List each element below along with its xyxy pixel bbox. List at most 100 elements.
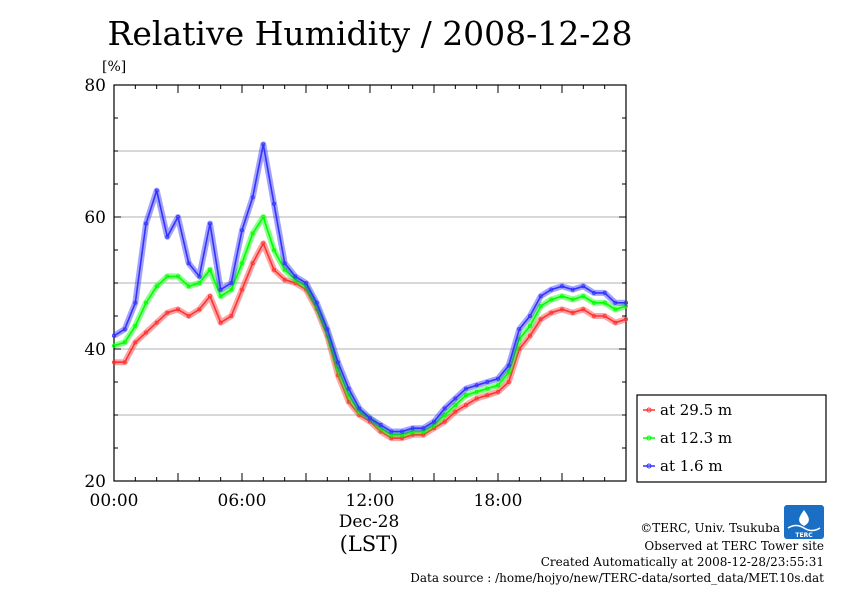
data-point [357,406,362,411]
data-point [261,241,266,246]
data-point [560,307,565,312]
data-point [485,386,490,391]
data-point [463,386,468,391]
data-point [122,327,127,332]
data-point [239,228,244,233]
data-point [122,360,127,365]
y-tick-labels: 20 40 60 80 [84,76,106,492]
data-point [197,280,202,285]
legend-label: at 1.6 m [660,457,723,475]
water-drop-icon [799,510,809,526]
data-point [431,419,436,424]
data-point [186,261,191,266]
data-point [335,373,340,378]
data-point [175,214,180,219]
y-tick-label: 20 [84,472,106,492]
data-point [229,287,234,292]
data-point [463,403,468,408]
y-tick-label: 60 [84,208,106,228]
data-point [581,307,586,312]
data-point [421,426,426,431]
data-point [538,304,543,309]
data-point [506,370,511,375]
data-point [485,379,490,384]
data-point [560,284,565,289]
data-point [602,313,607,318]
data-point [442,406,447,411]
x-tick-label: 06:00 [218,491,267,511]
data-point [506,363,511,368]
data-point [197,307,202,312]
series-band [114,240,627,442]
data-point [261,142,266,147]
data-point [207,267,212,272]
data-point [495,383,500,388]
data-point [154,320,159,325]
data-point [261,214,266,219]
series-line [113,143,626,433]
data-point [143,221,148,226]
data-point [112,333,117,338]
legend-label: at 12.3 m [660,429,732,447]
data-point [175,274,180,279]
legend-label: at 29.5 m [660,401,732,419]
data-point [463,393,468,398]
data-point [581,284,586,289]
legend-marker [646,407,652,413]
data-point [517,337,522,342]
data-point [517,327,522,332]
data-point [175,307,180,312]
data-point [613,300,618,305]
data-point [207,221,212,226]
data-point [549,310,554,315]
data-point [143,330,148,335]
legend-item: at 29.5 m [643,401,732,419]
data-point [570,287,575,292]
data-point [378,422,383,427]
data-point [602,290,607,295]
data-point [581,294,586,299]
legend-item: at 12.3 m [643,429,732,447]
data-point [250,231,255,236]
data-point [453,396,458,401]
data-point [528,323,533,328]
data-point [218,287,223,292]
legend: at 29.5 m at 12.3 m at 1.6 m [643,401,732,475]
axis-ticks [113,84,627,482]
legend-marker [646,435,652,441]
wave-icon [787,524,821,532]
data-point [335,366,340,371]
data-point [410,426,415,431]
x-tick-label: 00:00 [90,491,139,511]
data-point [207,294,212,299]
data-point [303,280,308,285]
data-point [528,333,533,338]
data-point [592,300,597,305]
data-point [592,313,597,318]
data-point [133,340,138,345]
y-axis-unit: [%] [102,59,126,75]
data-point [112,360,117,365]
data-point [570,310,575,315]
data-point [325,327,330,332]
data-point [613,307,618,312]
chart-title: Relative Humidity / 2008-12-28 [108,14,633,53]
data-point [442,419,447,424]
data-point [271,267,276,272]
credit-copyright: ©TERC, Univ. Tsukuba [640,521,780,535]
x-tick-label: 12:00 [346,491,395,511]
legend-marker [646,463,652,469]
credit-created: Created Automatically at 2008-12-28/23:5… [541,555,824,569]
series-1 [112,240,629,442]
series-3 [112,141,629,435]
data-point [197,274,202,279]
data-point [495,389,500,394]
data-point [229,313,234,318]
data-point [165,234,170,239]
credit-source: Data source : /home/hojyo/new/TERC-data/… [410,571,824,585]
data-point [346,399,351,404]
data-point [239,261,244,266]
data-point [560,294,565,299]
data-point [293,274,298,279]
